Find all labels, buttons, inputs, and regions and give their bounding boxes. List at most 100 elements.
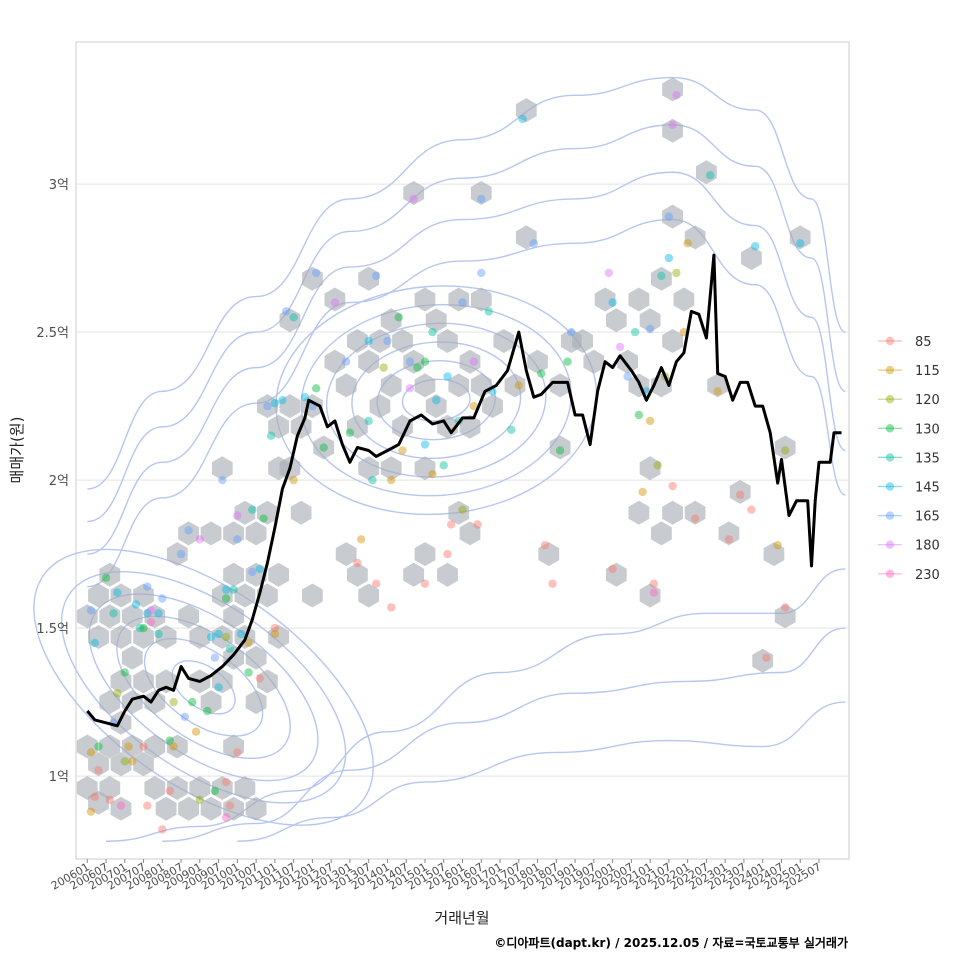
hexbin-cell	[245, 562, 267, 587]
data-point-145	[90, 638, 99, 648]
hexbin-cell	[617, 349, 638, 374]
hexbin-cell	[279, 308, 301, 333]
hexbin-cell	[628, 500, 650, 525]
hexbin-cell	[302, 583, 323, 608]
legend-key-dot	[885, 424, 895, 433]
data-point-165	[218, 475, 227, 485]
data-point-165	[184, 526, 193, 535]
data-point-85	[233, 748, 242, 757]
data-point-85	[608, 564, 617, 574]
data-point-145	[608, 298, 617, 307]
hexbin-cell	[144, 776, 166, 800]
data-point-130	[394, 313, 403, 322]
panel-background	[75, 41, 850, 860]
hexbin-cell	[189, 625, 211, 649]
hexbin-cell	[651, 266, 672, 291]
legend: 85 115 120 130 135 145 165 180 230	[878, 335, 940, 583]
data-point-145	[154, 609, 163, 618]
data-point-85	[735, 490, 745, 500]
hexbin-cell	[223, 521, 244, 546]
hexbin-cell	[763, 542, 785, 567]
data-point-180	[668, 120, 677, 130]
hexbin-cell	[245, 796, 267, 821]
data-point-130	[221, 594, 231, 603]
data-point-85	[158, 825, 167, 834]
hexbin-cell	[144, 604, 166, 629]
data-point-120	[120, 757, 129, 766]
data-point-115	[86, 748, 96, 757]
density-contour	[87, 76, 846, 490]
data-point-85	[105, 795, 114, 804]
data-point-85	[473, 520, 482, 529]
hexbin-cell	[459, 521, 481, 546]
data-point-130	[537, 369, 546, 378]
data-point-130	[563, 357, 572, 366]
hexbin-cell	[257, 669, 278, 694]
data-point-85	[139, 742, 148, 751]
data-point-115	[773, 541, 782, 550]
data-point-120	[113, 689, 122, 698]
data-point-165	[477, 194, 486, 204]
hexbin-cell	[448, 500, 470, 525]
hexbin-cell	[200, 796, 222, 821]
hexbin-cell	[110, 710, 132, 735]
data-point-180	[672, 91, 681, 100]
data-point-165	[477, 268, 486, 278]
hexbin-cell	[425, 394, 447, 419]
data-point-145	[270, 398, 280, 408]
data-point-165	[645, 324, 655, 334]
data-point-130	[188, 697, 197, 707]
hexbin-cell	[673, 287, 695, 312]
hexbin-cell	[527, 349, 548, 374]
hexbin-cell	[245, 521, 267, 546]
hexbin-cell	[392, 414, 413, 439]
hexbin-cell	[234, 776, 256, 800]
hexbin-cell	[639, 308, 661, 333]
density-contour	[162, 627, 846, 842]
hexbin-cell	[549, 373, 571, 398]
hexbin-cell	[414, 542, 436, 567]
data-point-85	[649, 579, 659, 588]
hexbin-cell	[133, 669, 154, 694]
data-point-165	[281, 307, 291, 316]
legend-label: 180	[915, 539, 940, 554]
data-point-145	[664, 253, 674, 263]
data-point-115	[387, 475, 396, 485]
data-point-115	[289, 475, 298, 485]
hexbin-cell	[549, 435, 571, 460]
hexbin-cell	[121, 645, 143, 670]
data-point-115	[191, 727, 201, 736]
hexbin-cell	[583, 349, 605, 374]
hexbin-cell	[110, 752, 132, 777]
hexbin-cell	[414, 373, 436, 398]
hexbin-cell	[223, 645, 244, 670]
data-point-165	[311, 268, 321, 278]
hexbin-cell	[515, 225, 537, 250]
hexbin-cell	[88, 790, 109, 815]
data-point-180	[409, 194, 418, 204]
hexbin-cell	[133, 625, 154, 649]
legend-key-dot	[885, 395, 895, 404]
hexbin-cell	[358, 266, 380, 291]
data-point-130	[345, 428, 355, 437]
hexbin-cell	[121, 604, 143, 629]
data-point-230	[649, 588, 659, 597]
data-point-180	[469, 357, 478, 366]
data-point-85	[447, 520, 456, 529]
hexbin-cell	[76, 604, 98, 629]
data-point-165	[458, 298, 467, 307]
hexbin-cell	[144, 690, 166, 715]
hexbin-cell	[380, 456, 402, 481]
y-axis-title: 매매가(원)	[8, 417, 26, 484]
hexbin-cell	[155, 796, 177, 821]
data-point-130	[311, 384, 321, 393]
data-point-130	[420, 357, 430, 366]
hexbin-cell	[166, 734, 188, 759]
y-axis-ticks: 1억 1.5억 2억 2.5억 3억	[36, 178, 69, 785]
hexbin-cell	[774, 604, 796, 629]
hexbin-cell	[268, 414, 289, 439]
hexbin-cell	[155, 669, 177, 694]
data-point-145	[214, 629, 223, 639]
legend-label: 135	[915, 451, 940, 466]
